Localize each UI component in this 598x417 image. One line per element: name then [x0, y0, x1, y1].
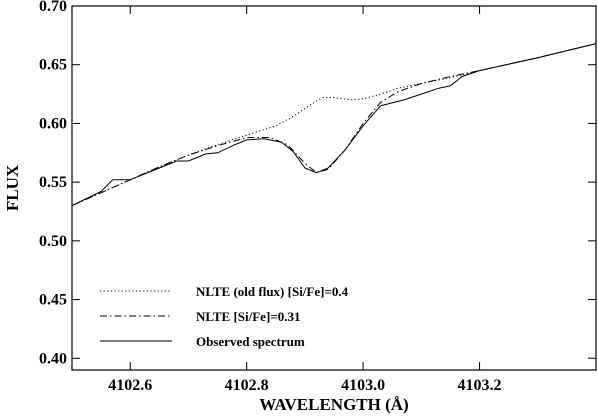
- series-line-3: [71, 43, 597, 207]
- y-tick-label: 0.70: [39, 0, 67, 15]
- legend-label-1: NLTE (old flux) [Si/Fe]=0.4: [196, 284, 349, 299]
- y-tick-label: 0.65: [39, 57, 67, 74]
- x-tick-label: 4103.2: [458, 377, 502, 394]
- legend-label-3: Observed spectrum: [196, 334, 305, 349]
- plot-frame: [71, 5, 597, 371]
- series-line-1: [71, 43, 597, 207]
- series-line-2: [71, 43, 597, 207]
- x-tick-label: 4102.6: [108, 377, 152, 394]
- x-axis-title: WAVELENGTH (Å): [259, 395, 408, 414]
- legend-label-2: NLTE [Si/Fe]=0.31: [196, 309, 300, 324]
- y-axis-title: FLUX: [3, 164, 22, 211]
- y-tick-label: 0.50: [39, 233, 67, 250]
- x-tick-label: 4103.0: [341, 377, 385, 394]
- x-tick-label: 4102.8: [225, 377, 269, 394]
- y-tick-label: 0.60: [39, 115, 67, 132]
- y-tick-label: 0.40: [39, 350, 67, 367]
- y-tick-label: 0.45: [39, 292, 67, 309]
- y-tick-label: 0.55: [39, 174, 67, 191]
